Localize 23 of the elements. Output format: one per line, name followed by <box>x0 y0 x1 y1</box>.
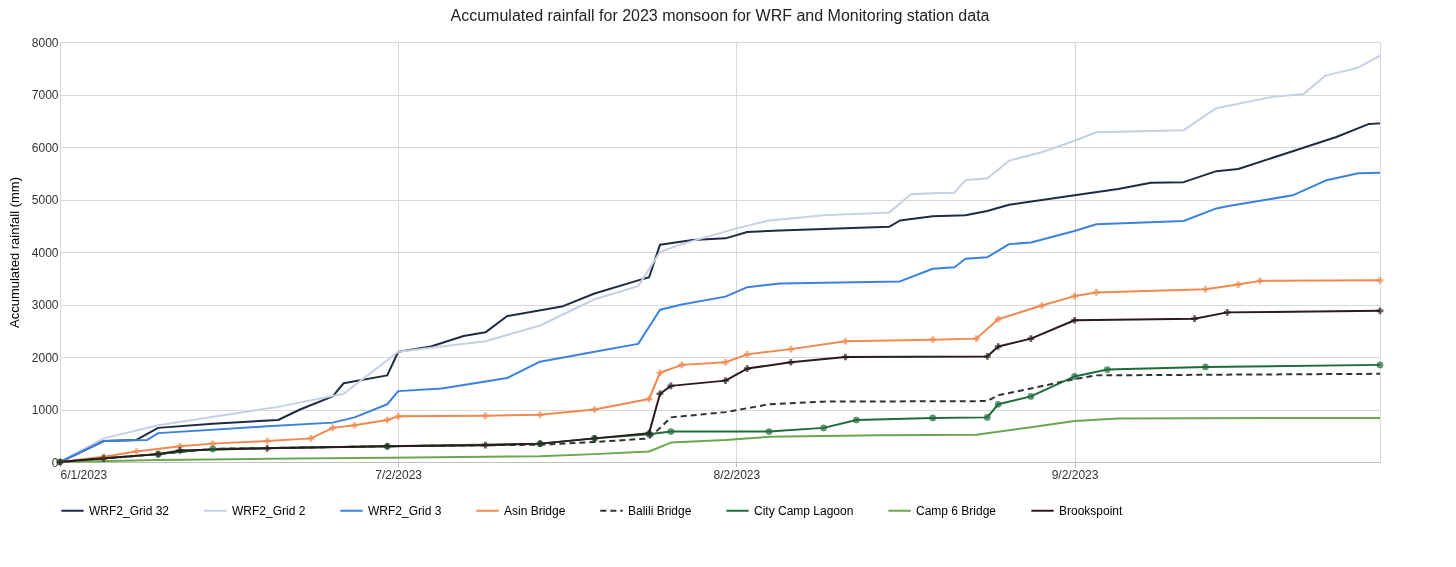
legend-label: City Camp Lagoon <box>754 503 854 518</box>
chart-title: Accumulated rainfall for 2023 monsoon for WRF and Monitoring station data <box>450 7 990 24</box>
legend-label: WRF2_Grid 3 <box>368 503 442 518</box>
y-tick-label: 7000 <box>31 88 59 102</box>
legend-label: WRF2_Grid 2 <box>232 503 306 518</box>
y-tick-label: 3000 <box>31 298 59 312</box>
legend-label: Asin Bridge <box>504 503 566 518</box>
x-tick-label: 7/2/2023 <box>375 467 423 482</box>
y-tick-label: 2000 <box>31 350 59 365</box>
x-tick-label: 6/1/2023 <box>60 467 108 482</box>
y-tick-label: 6000 <box>31 140 59 155</box>
y-tick-label: 1000 <box>31 403 59 417</box>
x-tick-label: 8/2/2023 <box>713 467 761 482</box>
legend-label: Balili Bridge <box>628 503 692 518</box>
legend-label: WRF2_Grid 32 <box>89 503 170 518</box>
legend-label: Camp 6 Bridge <box>916 503 997 518</box>
x-tick-label: 9/2/2023 <box>1051 467 1099 482</box>
y-tick-label: 8000 <box>31 35 59 50</box>
legend-label: Brookspoint <box>1059 503 1124 518</box>
y-tick-label: 5000 <box>31 193 59 207</box>
y-axis-title: Accumulated rainfall (mm) <box>6 177 22 328</box>
y-tick-label: 0 <box>51 455 59 470</box>
y-tick-label: 4000 <box>31 245 59 260</box>
